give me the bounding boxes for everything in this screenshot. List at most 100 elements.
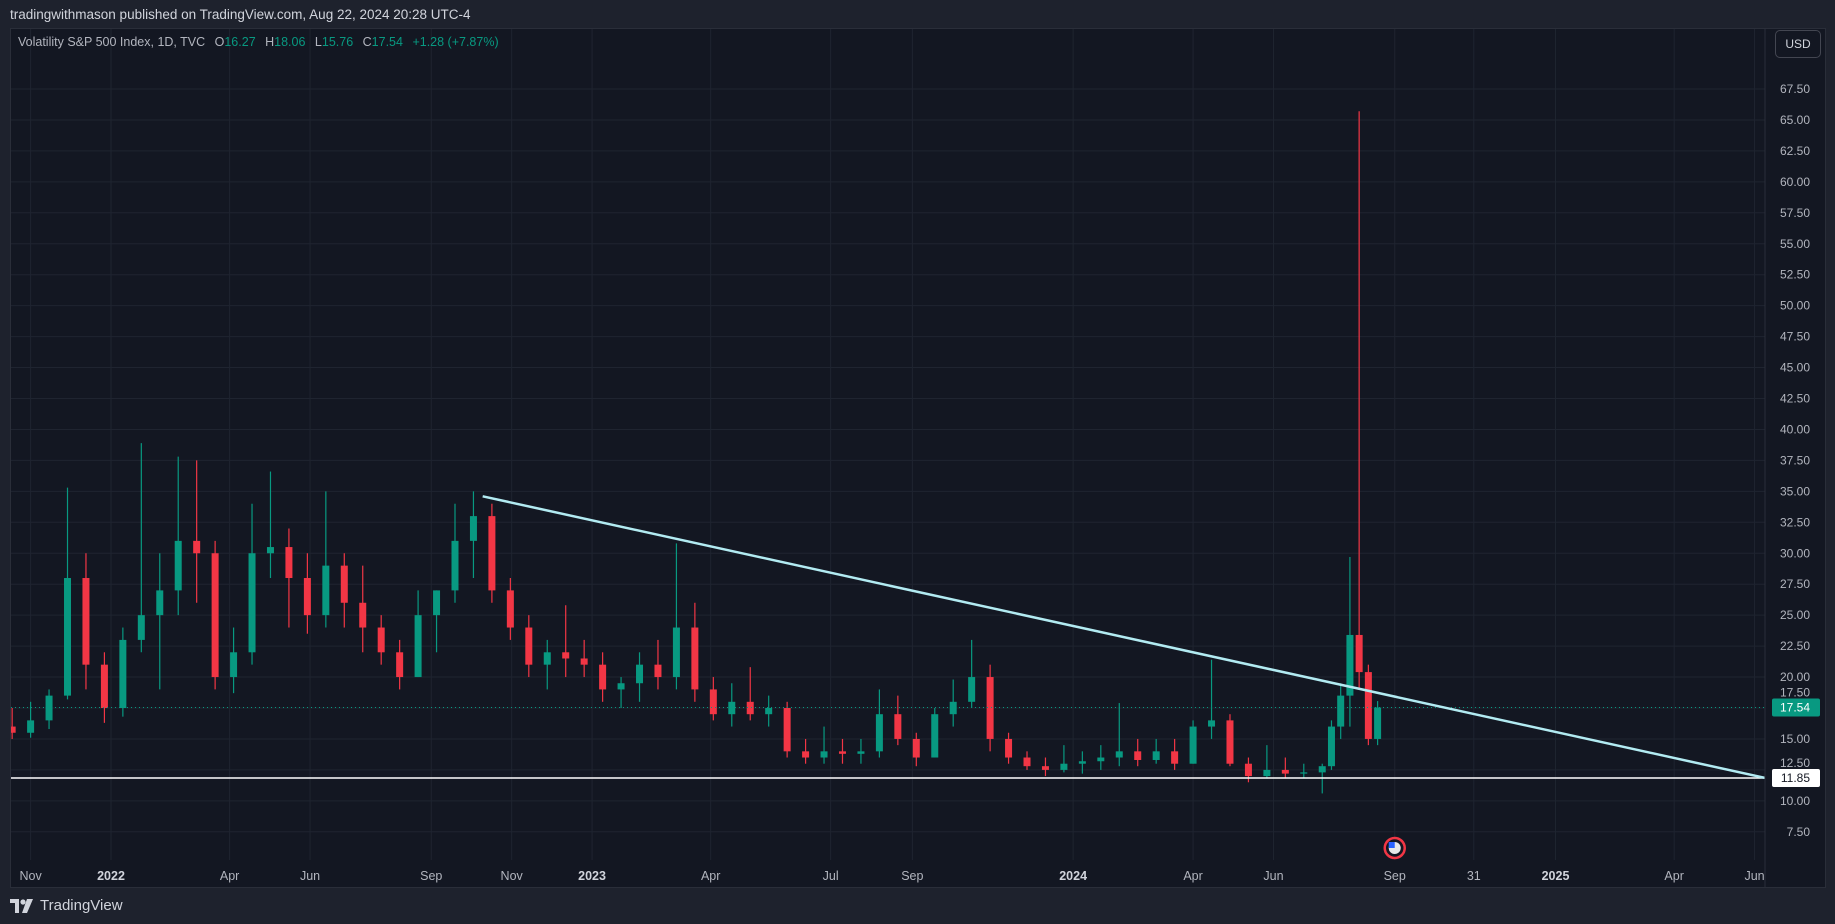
time-axis[interactable]: Nov 2022 Apr Jun Sep Nov 2023 Apr Jul Sep 2024 Apr J… <box>19 869 1764 883</box>
candle-body <box>746 701 754 715</box>
candle-body <box>248 553 256 653</box>
symbol-name: Volatility S&P 500 Index, 1D, TVC <box>18 35 206 49</box>
candle-body <box>691 627 699 690</box>
candle-body <box>285 547 293 579</box>
low-label: L <box>314 35 322 49</box>
candle-body <box>488 516 496 591</box>
open-value: 16.27 <box>224 35 256 49</box>
candle-body <box>1244 763 1252 777</box>
footer-brand-text: TradingView <box>40 897 123 914</box>
x-tick-label: Jun <box>1263 869 1283 883</box>
y-tick-label: 27.50 <box>1780 577 1810 591</box>
candle-body <box>119 639 127 708</box>
x-tick-label: 2025 <box>1542 869 1570 883</box>
footer-brand[interactable]: TradingView <box>10 897 123 914</box>
candle-body <box>525 627 533 665</box>
y-tick-label: 40.00 <box>1780 422 1810 436</box>
candle-body <box>1318 766 1326 773</box>
x-tick-label: Jul <box>823 869 839 883</box>
price-labels: 17.54 11.85 <box>1383 698 1820 860</box>
candle-body <box>82 578 90 665</box>
y-tick-label: 37.50 <box>1780 453 1810 467</box>
change-value: +1.28 (+7.87%) <box>412 35 499 49</box>
candle-body <box>1060 763 1068 770</box>
candle-body <box>802 751 810 758</box>
x-tick-label: 2024 <box>1059 869 1087 883</box>
candle-body <box>1346 634 1354 696</box>
candle-body <box>986 677 994 739</box>
candle-body <box>396 652 404 678</box>
candle-body <box>414 615 422 678</box>
x-tick-label: Jun <box>1744 869 1764 883</box>
last-price-label: 17.54 <box>1780 701 1810 715</box>
candle-body <box>599 664 607 690</box>
trendline <box>482 495 1765 780</box>
candle-body <box>322 565 330 616</box>
candle-body <box>1134 751 1142 760</box>
y-tick-label: 30.00 <box>1780 546 1810 560</box>
candle-body <box>543 652 551 665</box>
x-tick-label: Apr <box>220 869 239 883</box>
candle-body <box>875 714 883 752</box>
candle-body <box>433 590 441 616</box>
currency-button[interactable]: USD <box>1775 30 1821 58</box>
candle-body <box>912 738 920 758</box>
candle-body <box>931 714 939 758</box>
candle-body <box>100 664 108 708</box>
y-tick-label: 55.00 <box>1780 237 1810 251</box>
candle-body <box>1263 769 1271 777</box>
x-tick-label: Jun <box>300 869 320 883</box>
x-tick-label: Apr <box>1664 869 1683 883</box>
y-tick-label: 67.50 <box>1780 82 1810 96</box>
x-tick-label: Sep <box>901 869 923 883</box>
x-tick-label: Apr <box>1183 869 1202 883</box>
x-tick-label: Sep <box>420 869 442 883</box>
candle-body <box>1208 720 1216 727</box>
high-value: 18.06 <box>274 35 306 49</box>
x-tick-label: 31 <box>1467 869 1481 883</box>
candle-body <box>193 540 201 554</box>
candle-body <box>580 658 588 665</box>
grid <box>11 29 1765 860</box>
candle-body <box>562 652 570 659</box>
low-value: 15.76 <box>321 35 354 49</box>
y-tick-label: 35.00 <box>1780 484 1810 498</box>
candle-body <box>156 590 164 616</box>
candle-body <box>617 683 625 690</box>
candle-body <box>765 708 773 715</box>
candle-body <box>1300 772 1308 774</box>
open-label: O <box>214 35 225 49</box>
candle-body <box>451 540 459 591</box>
close-label: C <box>362 35 372 49</box>
candle-body <box>174 540 182 591</box>
candle-body <box>1171 751 1179 764</box>
last-price-badge <box>1772 698 1820 717</box>
candle-body <box>230 652 238 678</box>
candle-body <box>266 547 274 554</box>
support-price-badge <box>1772 768 1820 787</box>
close-value: 17.54 <box>371 35 403 49</box>
support-price-label: 11.85 <box>1781 771 1810 785</box>
x-tick-label: Nov <box>19 869 42 883</box>
price-axis[interactable]: 7.50 10.00 12.50 15.00 17.50 20.00 22.50 25.00 2… <box>1764 29 1810 887</box>
candle-body <box>1189 726 1197 764</box>
candle-body <box>359 602 367 628</box>
y-tick-label: 22.50 <box>1780 639 1810 653</box>
candle-body <box>838 751 846 754</box>
candle-body <box>1152 751 1160 760</box>
candle-body <box>45 695 53 721</box>
candle-body <box>506 590 514 628</box>
candle-body <box>1226 720 1234 764</box>
y-tick-label: 45.00 <box>1780 361 1810 375</box>
candle-body <box>968 677 976 702</box>
y-tick-label: 62.50 <box>1780 144 1810 158</box>
candle-body <box>783 708 791 752</box>
candle-body <box>1078 761 1086 764</box>
candle-body <box>857 751 865 754</box>
flag-canton <box>1388 842 1395 848</box>
x-tick-label: Nov <box>501 869 524 883</box>
publisher-caption: tradingwithmason published on TradingVie… <box>10 7 471 22</box>
candle-body <box>1374 707 1382 739</box>
y-tick-label: 32.50 <box>1780 515 1810 529</box>
